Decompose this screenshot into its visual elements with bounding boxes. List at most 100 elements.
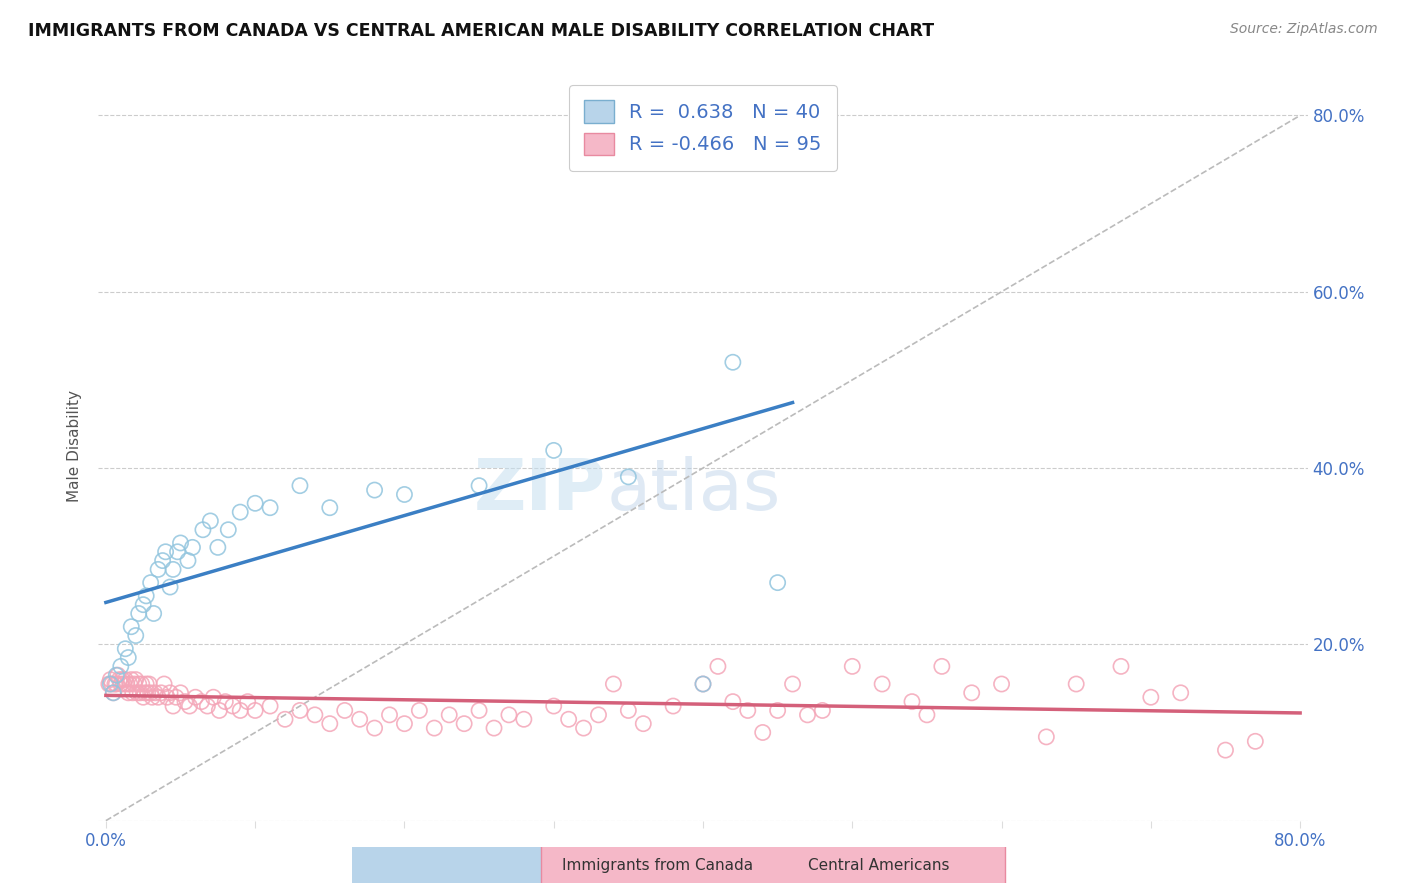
Point bbox=[482, 721, 505, 735]
Point bbox=[156, 690, 179, 705]
Point bbox=[98, 677, 121, 691]
Point bbox=[363, 721, 385, 735]
Point bbox=[557, 712, 579, 726]
Point bbox=[177, 553, 200, 567]
Point bbox=[1035, 730, 1057, 744]
Point bbox=[721, 695, 744, 709]
Point bbox=[131, 677, 153, 691]
Point bbox=[214, 695, 236, 709]
Point bbox=[453, 716, 475, 731]
Point bbox=[394, 716, 416, 731]
Point bbox=[98, 673, 121, 687]
Point bbox=[349, 712, 371, 726]
Point bbox=[165, 690, 187, 705]
Point bbox=[363, 483, 385, 497]
Point bbox=[166, 545, 188, 559]
Point bbox=[960, 686, 983, 700]
Point bbox=[138, 677, 160, 691]
Point bbox=[146, 562, 169, 576]
Point bbox=[110, 677, 132, 691]
Point bbox=[333, 703, 356, 717]
Point bbox=[146, 690, 169, 705]
Text: ZIP: ZIP bbox=[474, 457, 606, 525]
Point bbox=[423, 721, 446, 735]
Point bbox=[274, 712, 297, 726]
Point bbox=[617, 470, 640, 484]
Point bbox=[181, 541, 204, 555]
Text: Source: ZipAtlas.com: Source: ZipAtlas.com bbox=[1230, 22, 1378, 37]
Point bbox=[127, 686, 149, 700]
Point bbox=[288, 478, 311, 492]
Point bbox=[184, 690, 207, 705]
Point bbox=[105, 668, 128, 682]
Point bbox=[120, 673, 142, 687]
Point bbox=[766, 575, 789, 590]
Point bbox=[901, 695, 924, 709]
Point bbox=[208, 703, 231, 717]
Y-axis label: Male Disability: Male Disability bbox=[67, 390, 83, 502]
Point bbox=[498, 707, 520, 722]
Point bbox=[152, 553, 174, 567]
Point bbox=[243, 496, 266, 510]
Point bbox=[811, 703, 834, 717]
Point bbox=[191, 523, 214, 537]
Point bbox=[692, 677, 714, 691]
Point bbox=[132, 598, 155, 612]
Point bbox=[202, 690, 225, 705]
Text: Immigrants from Canada: Immigrants from Canada bbox=[562, 858, 754, 872]
Point bbox=[1140, 690, 1163, 705]
Text: IMMIGRANTS FROM CANADA VS CENTRAL AMERICAN MALE DISABILITY CORRELATION CHART: IMMIGRANTS FROM CANADA VS CENTRAL AMERIC… bbox=[28, 22, 934, 40]
Point bbox=[222, 699, 245, 714]
Point bbox=[159, 580, 181, 594]
Point bbox=[190, 695, 212, 709]
Point bbox=[870, 677, 893, 691]
Point bbox=[236, 695, 259, 709]
Point bbox=[259, 500, 281, 515]
Point bbox=[782, 677, 804, 691]
Point bbox=[378, 707, 401, 722]
Point bbox=[103, 686, 125, 700]
Point bbox=[179, 699, 201, 714]
Point bbox=[721, 355, 744, 369]
Point bbox=[468, 478, 491, 492]
Point bbox=[120, 620, 142, 634]
Point bbox=[259, 699, 281, 714]
Point bbox=[150, 686, 173, 700]
Point bbox=[159, 686, 181, 700]
Legend: R =  0.638   N = 40, R = -0.466   N = 95: R = 0.638 N = 40, R = -0.466 N = 95 bbox=[569, 85, 837, 170]
Point bbox=[110, 659, 132, 673]
Point bbox=[107, 668, 129, 682]
Point bbox=[841, 659, 863, 673]
Point bbox=[572, 721, 595, 735]
Point bbox=[243, 703, 266, 717]
Point bbox=[1109, 659, 1132, 673]
Point bbox=[707, 659, 730, 673]
Point bbox=[633, 716, 655, 731]
Text: atlas: atlas bbox=[606, 457, 780, 525]
Point bbox=[125, 673, 148, 687]
Point bbox=[118, 677, 141, 691]
Point bbox=[174, 695, 197, 709]
Point bbox=[162, 699, 184, 714]
Point bbox=[197, 699, 219, 714]
Point bbox=[588, 707, 610, 722]
Point bbox=[139, 575, 162, 590]
Point bbox=[439, 707, 461, 722]
Point bbox=[931, 659, 953, 673]
Point bbox=[155, 545, 177, 559]
FancyBboxPatch shape bbox=[295, 840, 759, 890]
Point bbox=[134, 686, 156, 700]
Point bbox=[105, 677, 128, 691]
Point bbox=[153, 677, 176, 691]
Point bbox=[737, 703, 759, 717]
Point bbox=[97, 677, 120, 691]
Point bbox=[990, 677, 1012, 691]
Point bbox=[129, 686, 152, 700]
Point bbox=[122, 677, 145, 691]
Point bbox=[662, 153, 685, 167]
Point bbox=[207, 541, 229, 555]
Point bbox=[319, 500, 342, 515]
Point bbox=[128, 607, 150, 621]
Point bbox=[468, 703, 491, 717]
Text: Central Americans: Central Americans bbox=[808, 858, 950, 872]
